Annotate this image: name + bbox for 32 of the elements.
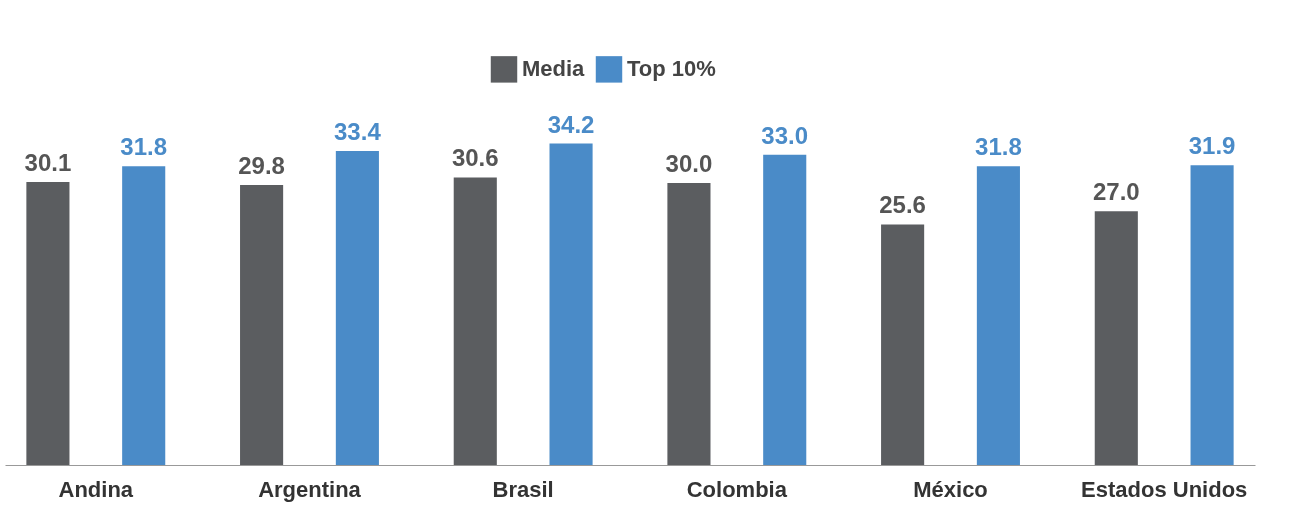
bar [1094, 211, 1138, 465]
bar [240, 184, 284, 465]
bar [1190, 165, 1234, 465]
data-label: 30.6 [451, 144, 499, 172]
x-tick-label: Andina [58, 476, 134, 502]
x-tick-label: Brasil [492, 476, 554, 502]
data-label: 33.4 [334, 118, 382, 146]
bar [549, 143, 593, 465]
bar [881, 224, 925, 465]
bar [26, 182, 70, 465]
bar [667, 183, 711, 465]
data-label: 30.0 [665, 150, 713, 178]
bar [763, 154, 807, 465]
bar [335, 151, 379, 465]
data-label: 25.6 [879, 191, 926, 219]
data-label: 31.8 [120, 133, 168, 161]
data-label: 27.0 [1092, 178, 1140, 206]
data-label: 29.8 [238, 151, 285, 179]
legend-label: Top 10% [627, 56, 716, 82]
x-tick-label: Argentina [258, 476, 362, 502]
bar [122, 166, 166, 465]
data-label: 31.8 [975, 133, 1022, 161]
data-label: 31.9 [1188, 132, 1236, 160]
data-label: 30.1 [24, 149, 72, 177]
bar [976, 166, 1020, 465]
data-label: 33.0 [761, 121, 809, 149]
legend-label: Media [522, 56, 586, 82]
data-label: 34.2 [547, 110, 595, 138]
x-tick-label: México [913, 476, 988, 502]
x-tick-label: Colombia [686, 476, 788, 502]
x-tick-label: Estados Unidos [1081, 476, 1248, 502]
bar [453, 177, 497, 465]
